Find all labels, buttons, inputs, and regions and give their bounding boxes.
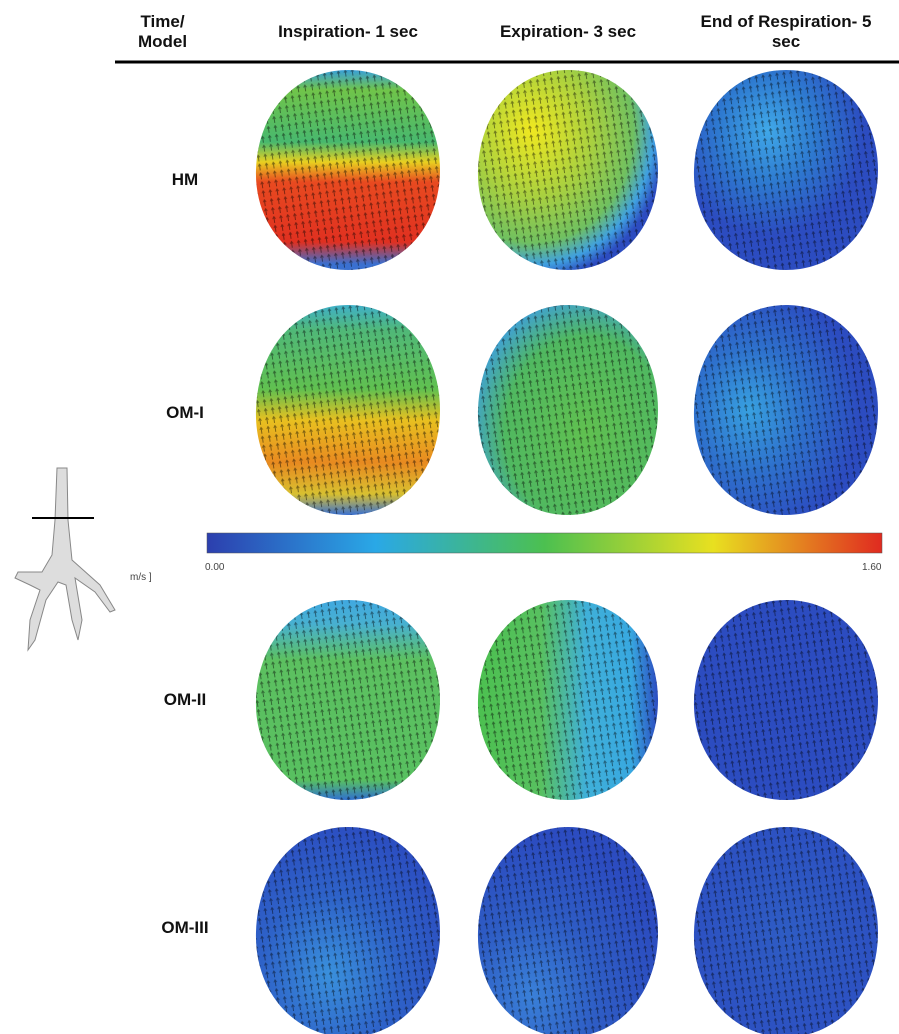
colorbar-min: 0.00 [205,562,224,573]
column-header: Inspiration- 1 sec [243,22,453,42]
colorbar-max: 1.60 [862,562,881,573]
velocity-contour [256,827,440,1034]
colorbar-unit: m/s ] [130,572,152,583]
row-label: OM-II [145,690,225,710]
velocity-contour [256,600,440,800]
velocity-vectors [256,70,440,270]
velocity-vectors [478,70,658,270]
velocity-contour [694,827,878,1034]
row-label: HM [145,170,225,190]
velocity-contour [694,305,878,515]
velocity-contour [256,305,440,515]
velocity-vectors [694,305,878,515]
velocity-vectors [694,600,878,800]
column-header: End of Respiration- 5 sec [691,12,881,52]
velocity-vectors [256,600,440,800]
velocity-vectors [256,827,440,1034]
velocity-vectors [478,600,658,800]
velocity-contour [478,827,658,1034]
velocity-vectors [694,70,878,270]
colorbar [207,533,882,553]
velocity-contour [478,305,658,515]
velocity-contour [694,70,878,270]
velocity-vectors [256,305,440,515]
velocity-contour [478,70,658,270]
column-header: Expiration- 3 sec [463,22,673,42]
velocity-vectors [478,827,658,1034]
figure: Time/ Model Inspiration- 1 sec Expiratio… [0,0,899,1034]
row-header: Time/ Model [125,12,200,52]
figure-graphics [0,0,899,1034]
velocity-vectors [694,827,878,1034]
row-label: OM-I [145,403,225,423]
velocity-vectors [478,305,658,515]
velocity-contour [256,70,440,270]
velocity-contour [478,600,658,800]
velocity-contour [694,600,878,800]
row-label: OM-III [145,918,225,938]
airway-icon [15,468,115,650]
